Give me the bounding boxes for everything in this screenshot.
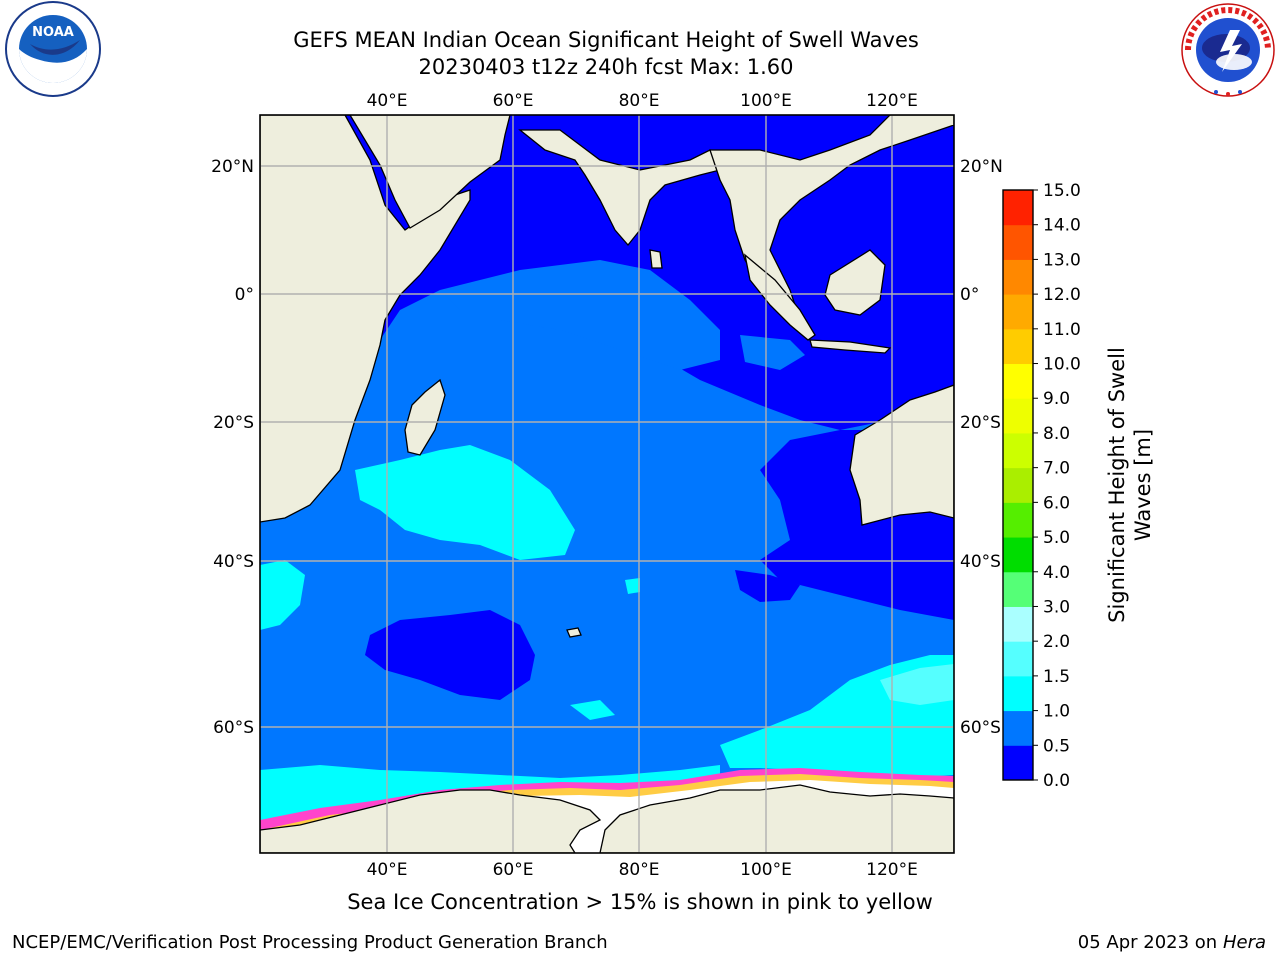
lat-ticks-left: 20°N 0° 20°S 40°S 60°S — [211, 157, 254, 738]
land-borneo — [824, 249, 886, 316]
colorbar-level-label: 0.0 — [1043, 771, 1070, 791]
lon-tick-bottom: 100°E — [740, 860, 792, 880]
colorbar — [1002, 189, 1038, 781]
lat-ticks-right: 20°N 0° 20°S 40°S 60°S — [960, 157, 1003, 738]
lat-tick-right: 20°N — [960, 157, 1003, 177]
colorbar-level-label: 11.0 — [1043, 320, 1081, 340]
lat-tick-left: 20°S — [213, 413, 254, 433]
lat-tick-right: 0° — [960, 285, 979, 305]
land-srilanka — [649, 249, 663, 269]
colorbar-level-label: 12.0 — [1043, 285, 1081, 305]
colorbar-level-label: 0.5 — [1043, 736, 1070, 756]
colorbar-level-label: 4.0 — [1043, 563, 1070, 583]
lat-tick-left: 20°N — [211, 157, 254, 177]
map-frame — [259, 114, 955, 854]
noaa-logo-text: NOAA — [32, 25, 74, 40]
footer-date: 05 Apr 2023 on Hera — [1078, 932, 1266, 953]
colorbar-level-label: 15.0 — [1043, 181, 1081, 201]
lon-tick-top: 60°E — [493, 91, 534, 111]
colorbar-swatch — [1003, 432, 1033, 469]
colorbar-level-label: 10.0 — [1043, 355, 1081, 375]
colorbar-swatch — [1003, 606, 1033, 642]
ocean-swell-0-0.5-se — [735, 570, 800, 602]
colorbar-level-label: 8.0 — [1043, 424, 1070, 444]
ocean-swell-1.0-1.5-small — [625, 578, 640, 594]
map-grid — [260, 115, 954, 853]
sea-ice-caption: Sea Ice Concentration > 15% is shown in … — [347, 890, 933, 914]
land-antarctica-east — [599, 784, 954, 853]
ocean-swell-mid-tongue — [440, 260, 720, 370]
colorbar-level-label: 1.5 — [1043, 667, 1070, 687]
colorbar-swatch — [1003, 571, 1033, 607]
map-panel — [260, 115, 954, 853]
noaa-logo: NOAA — [0, 0, 110, 109]
chart-subtitle: 20230403 t12z 240h fcst Max: 1.60 — [418, 55, 794, 79]
colorbar-level-label: 5.0 — [1043, 528, 1070, 548]
lon-tick-top: 80°E — [619, 91, 660, 111]
ocean-swell-1.0-1.5-small2 — [570, 700, 615, 720]
colorbar-level-label: 1.0 — [1043, 702, 1070, 722]
ocean-swell-1.5-2.0 — [880, 664, 954, 705]
lat-tick-left: 40°S — [213, 552, 254, 572]
nws-logo — [1176, 0, 1280, 104]
land-india — [518, 129, 721, 247]
colorbar-swatch — [1003, 294, 1033, 330]
lon-tick-bottom: 120°E — [866, 860, 918, 880]
land-australia — [849, 384, 954, 526]
colorbar-swatch — [1003, 224, 1033, 260]
lat-tick-left: 0° — [235, 285, 254, 305]
footer-host: Hera — [1222, 932, 1266, 953]
colorbar-level-label: 2.0 — [1043, 632, 1070, 652]
footer-date-text: 05 Apr 2023 on — [1077, 932, 1223, 953]
colorbar-swatch — [1003, 502, 1033, 538]
colorbar-level-label: 13.0 — [1043, 250, 1081, 270]
lon-tick-bottom: 80°E — [619, 860, 660, 880]
footer-credit: NCEP/EMC/Verification Post Processing Pr… — [12, 932, 608, 953]
lat-tick-right: 60°S — [960, 718, 1001, 738]
colorbar-swatch — [1003, 745, 1033, 781]
colorbar-level-label: 6.0 — [1043, 493, 1070, 513]
colorbar-swatch — [1003, 190, 1033, 226]
colorbar-swatch — [1003, 398, 1033, 434]
colorbar-labels: 0.0 0.5 1.0 1.5 2.0 3.0 4.0 5.0 6.0 7.0 8.0 9.0 10.0… — [1043, 181, 1081, 791]
colorbar-swatch — [1003, 467, 1033, 503]
colorbar-level-label: 9.0 — [1043, 389, 1070, 409]
lat-tick-right: 40°S — [960, 552, 1001, 572]
colorbar-level-label: 7.0 — [1043, 459, 1070, 479]
colorbar-swatch — [1003, 328, 1033, 365]
ocean-swell-0-0.5-sw — [365, 610, 535, 700]
land-madagascar — [404, 378, 446, 456]
colorbar-level-label: 14.0 — [1043, 216, 1081, 236]
land-antarctica — [260, 789, 602, 853]
ocean-swell-mid-patch — [740, 335, 805, 370]
colorbar-level-label: 3.0 — [1043, 597, 1070, 617]
lat-tick-left: 60°S — [213, 718, 254, 738]
lon-ticks-top: 40°E 60°E 80°E 100°E 120°E — [367, 91, 918, 111]
colorbar-title: Significant Height of Swell — [1105, 347, 1129, 623]
chart-title: GEFS MEAN Indian Ocean Significant Heigh… — [293, 28, 919, 52]
colorbar-swatch — [1003, 675, 1033, 712]
colorbar-swatch — [1003, 710, 1033, 746]
land-kerguelen — [566, 627, 582, 638]
colorbar-swatch — [1003, 537, 1033, 573]
land-java — [809, 339, 892, 354]
colorbar-frame — [1002, 189, 1034, 781]
lon-tick-top: 40°E — [367, 91, 408, 111]
colorbar-title-units: Waves [m] — [1131, 429, 1155, 541]
lon-tick-bottom: 40°E — [367, 860, 408, 880]
lat-tick-right: 20°S — [960, 413, 1001, 433]
ocean-swell-1.0-1.5-west — [260, 560, 305, 630]
land-sumatra — [744, 253, 816, 341]
colorbar-swatch — [1003, 259, 1033, 295]
colorbar-swatch — [1003, 363, 1033, 399]
lon-tick-top: 100°E — [740, 91, 792, 111]
lon-tick-top: 120°E — [866, 91, 918, 111]
colorbar-swatch — [1003, 641, 1033, 677]
lon-ticks-bottom: 40°E 60°E 80°E 100°E 120°E — [367, 860, 918, 880]
lon-tick-bottom: 60°E — [493, 860, 534, 880]
land-africa — [260, 115, 471, 523]
ocean-swell-1.0-1.5-central — [355, 445, 575, 560]
